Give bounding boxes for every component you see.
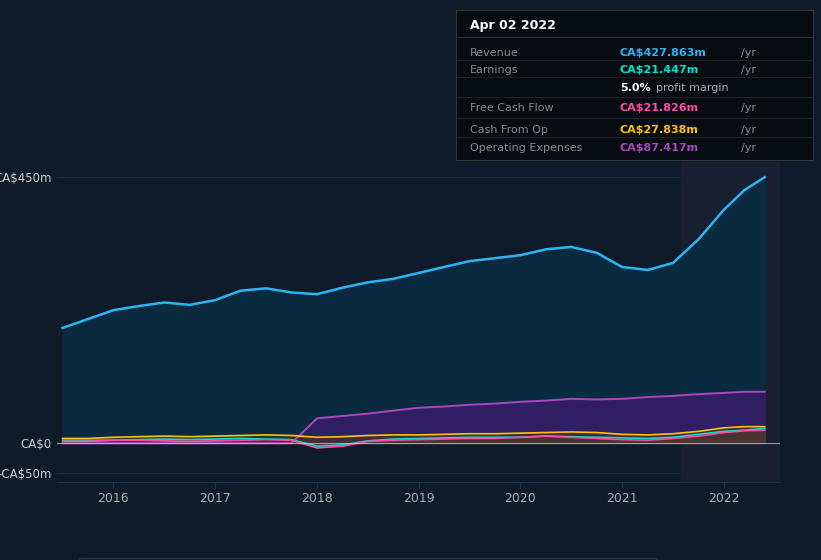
- Text: CA$87.417m: CA$87.417m: [620, 143, 699, 153]
- Text: CA$21.447m: CA$21.447m: [620, 64, 699, 74]
- Text: Operating Expenses: Operating Expenses: [470, 143, 582, 153]
- Bar: [681, 162, 780, 482]
- Text: 5.0%: 5.0%: [620, 83, 650, 94]
- Text: Apr 02 2022: Apr 02 2022: [470, 18, 556, 31]
- Text: CA$427.863m: CA$427.863m: [620, 48, 707, 58]
- Text: Free Cash Flow: Free Cash Flow: [470, 103, 553, 113]
- Text: /yr: /yr: [741, 48, 756, 58]
- Text: /yr: /yr: [741, 64, 756, 74]
- Text: CA$27.838m: CA$27.838m: [620, 124, 699, 134]
- Text: Revenue: Revenue: [470, 48, 519, 58]
- Legend: Revenue, Earnings, Free Cash Flow, Cash From Op, Operating Expenses: Revenue, Earnings, Free Cash Flow, Cash …: [79, 558, 658, 560]
- Text: /yr: /yr: [741, 103, 756, 113]
- Text: profit margin: profit margin: [656, 83, 728, 94]
- Text: Earnings: Earnings: [470, 64, 518, 74]
- Text: /yr: /yr: [741, 143, 756, 153]
- Text: CA$21.826m: CA$21.826m: [620, 103, 699, 113]
- Text: /yr: /yr: [741, 124, 756, 134]
- Text: Cash From Op: Cash From Op: [470, 124, 548, 134]
